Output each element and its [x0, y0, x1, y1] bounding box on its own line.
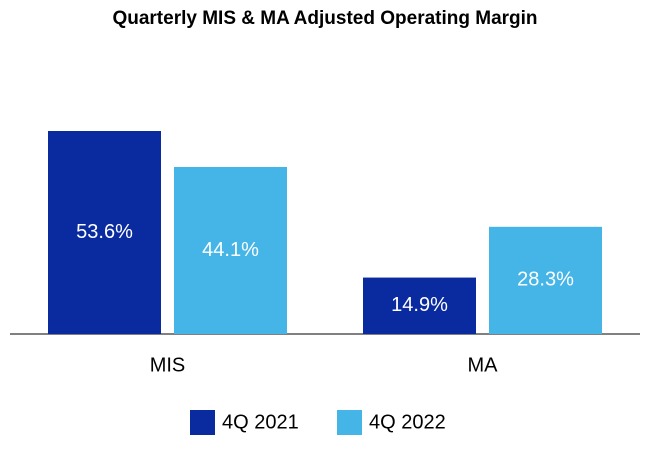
bar — [48, 131, 161, 334]
value-label: 44.1% — [202, 239, 259, 261]
value-label: 53.6% — [76, 221, 133, 243]
x-tick-label: MIS — [150, 354, 186, 376]
x-tick-label: MA — [468, 354, 499, 376]
legend-swatch — [190, 410, 215, 435]
bar — [174, 166, 287, 334]
legend-label: 4Q 2022 — [369, 411, 446, 433]
value-label: 14.9% — [391, 294, 448, 316]
bar — [363, 277, 476, 334]
chart-title: Quarterly MIS & MA Adjusted Operating Ma… — [112, 8, 537, 29]
bar — [489, 226, 602, 334]
legend-label: 4Q 2021 — [222, 411, 299, 433]
value-label: 28.3% — [517, 269, 574, 291]
legend-swatch — [337, 410, 362, 435]
